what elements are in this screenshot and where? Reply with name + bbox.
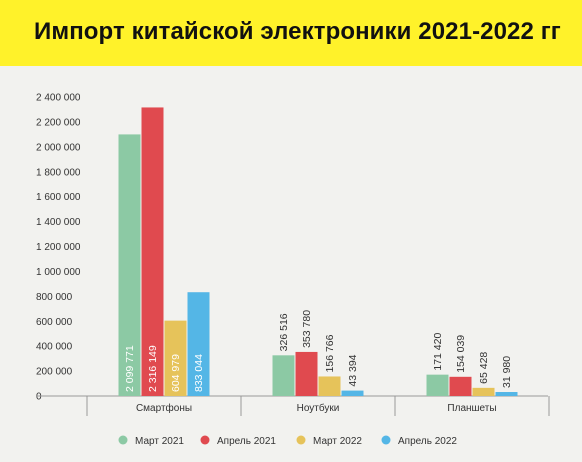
data-label: 604 979 [170,354,182,392]
y-tick-label: 2 000 000 [36,142,81,153]
legend-label: Март 2022 [313,436,362,447]
legend-marker [296,435,306,445]
chart-title: Импорт китайской электроники 2021-2022 г… [34,18,561,45]
bar [164,320,187,396]
legend-marker [200,435,210,445]
data-label: 156 766 [324,334,336,372]
data-label: 833 044 [193,354,205,392]
y-tick-label: 0 [36,392,42,403]
y-tick-label: 1 400 000 [36,217,81,228]
y-tick-label: 400 000 [36,342,73,353]
data-label: 171 420 [432,333,444,371]
bar [341,390,364,396]
bar [495,392,518,396]
bar-chart: 0 200 000 400 000 600 000 800 000 1 000 000 1 … [36,93,550,447]
data-label: 31 980 [501,356,513,388]
data-label: 2 099 771 [124,345,136,392]
y-tick-label: 1 000 000 [36,267,81,278]
data-label: 43 394 [347,354,359,386]
y-tick-label: 200 000 [36,367,73,378]
y-tick-label: 1 200 000 [36,242,81,253]
bar [449,376,472,396]
bar [118,134,141,396]
bar [295,351,318,396]
data-label: 154 039 [455,335,467,373]
x-tick-label: Планшеты [447,403,496,414]
bar [187,292,210,396]
x-tick-label: Ноутбуки [297,402,340,414]
bar [426,374,449,396]
legend-marker [118,435,128,445]
data-label: 65 428 [478,352,490,384]
x-tick-label: Смартфоны [136,402,192,414]
legend-label: Март 2021 [135,436,184,447]
legend-marker [381,435,391,445]
y-tick-label: 800 000 [36,292,73,303]
y-tick-label: 1 600 000 [36,192,81,203]
data-label: 353 780 [301,310,313,348]
y-tick-label: 2 200 000 [36,117,81,128]
title-banner: Импорт китайской электроники 2021-2022 г… [0,0,582,66]
y-tick-label: 2 400 000 [36,93,81,104]
bar [141,107,164,396]
y-tick-label: 1 800 000 [36,167,81,178]
bar [272,355,295,396]
legend-label: Апрель 2022 [398,436,457,447]
data-label: 2 316 149 [147,345,159,392]
legend-label: Апрель 2021 [217,436,276,447]
bar [318,376,341,396]
y-tick-label: 600 000 [36,317,73,328]
data-label: 326 516 [278,313,290,351]
bar [472,387,495,396]
